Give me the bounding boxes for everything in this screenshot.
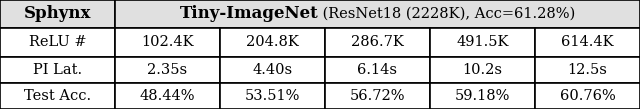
Text: 53.51%: 53.51% [245,89,300,103]
Bar [115,83,220,109]
Bar [430,28,535,57]
Text: Test Acc.: Test Acc. [24,89,91,103]
Text: Sphynx: Sphynx [24,5,91,22]
Bar [115,0,640,28]
Bar [0,0,115,28]
Bar [220,57,325,83]
Bar [220,83,325,109]
Text: 614.4K: 614.4K [561,36,614,49]
Bar [535,83,640,109]
Text: 10.2s: 10.2s [463,63,502,77]
Text: 6.14s: 6.14s [358,63,397,77]
Text: 286.7K: 286.7K [351,36,404,49]
Bar [535,28,640,57]
Bar [430,83,535,109]
Text: 204.8K: 204.8K [246,36,299,49]
Bar [325,83,430,109]
Text: (ResNet18 (2228K), Acc=61.28%): (ResNet18 (2228K), Acc=61.28%) [318,7,575,21]
Bar [115,57,220,83]
Text: 2.35s: 2.35s [147,63,188,77]
Bar [0,57,115,83]
Text: 48.44%: 48.44% [140,89,195,103]
Bar [325,28,430,57]
Text: 59.18%: 59.18% [455,89,510,103]
Bar [0,28,115,57]
Text: 56.72%: 56.72% [349,89,405,103]
Text: Tiny-ImageNet: Tiny-ImageNet [179,5,318,22]
Bar [220,28,325,57]
Text: 491.5K: 491.5K [456,36,509,49]
Bar [325,57,430,83]
Text: 102.4K: 102.4K [141,36,194,49]
Bar [430,57,535,83]
Bar [0,83,115,109]
Bar [115,28,220,57]
Text: 60.76%: 60.76% [559,89,616,103]
Text: 12.5s: 12.5s [568,63,607,77]
Text: PI Lat.: PI Lat. [33,63,82,77]
Text: 4.40s: 4.40s [252,63,292,77]
Text: ReLU #: ReLU # [29,36,86,49]
Bar [535,57,640,83]
